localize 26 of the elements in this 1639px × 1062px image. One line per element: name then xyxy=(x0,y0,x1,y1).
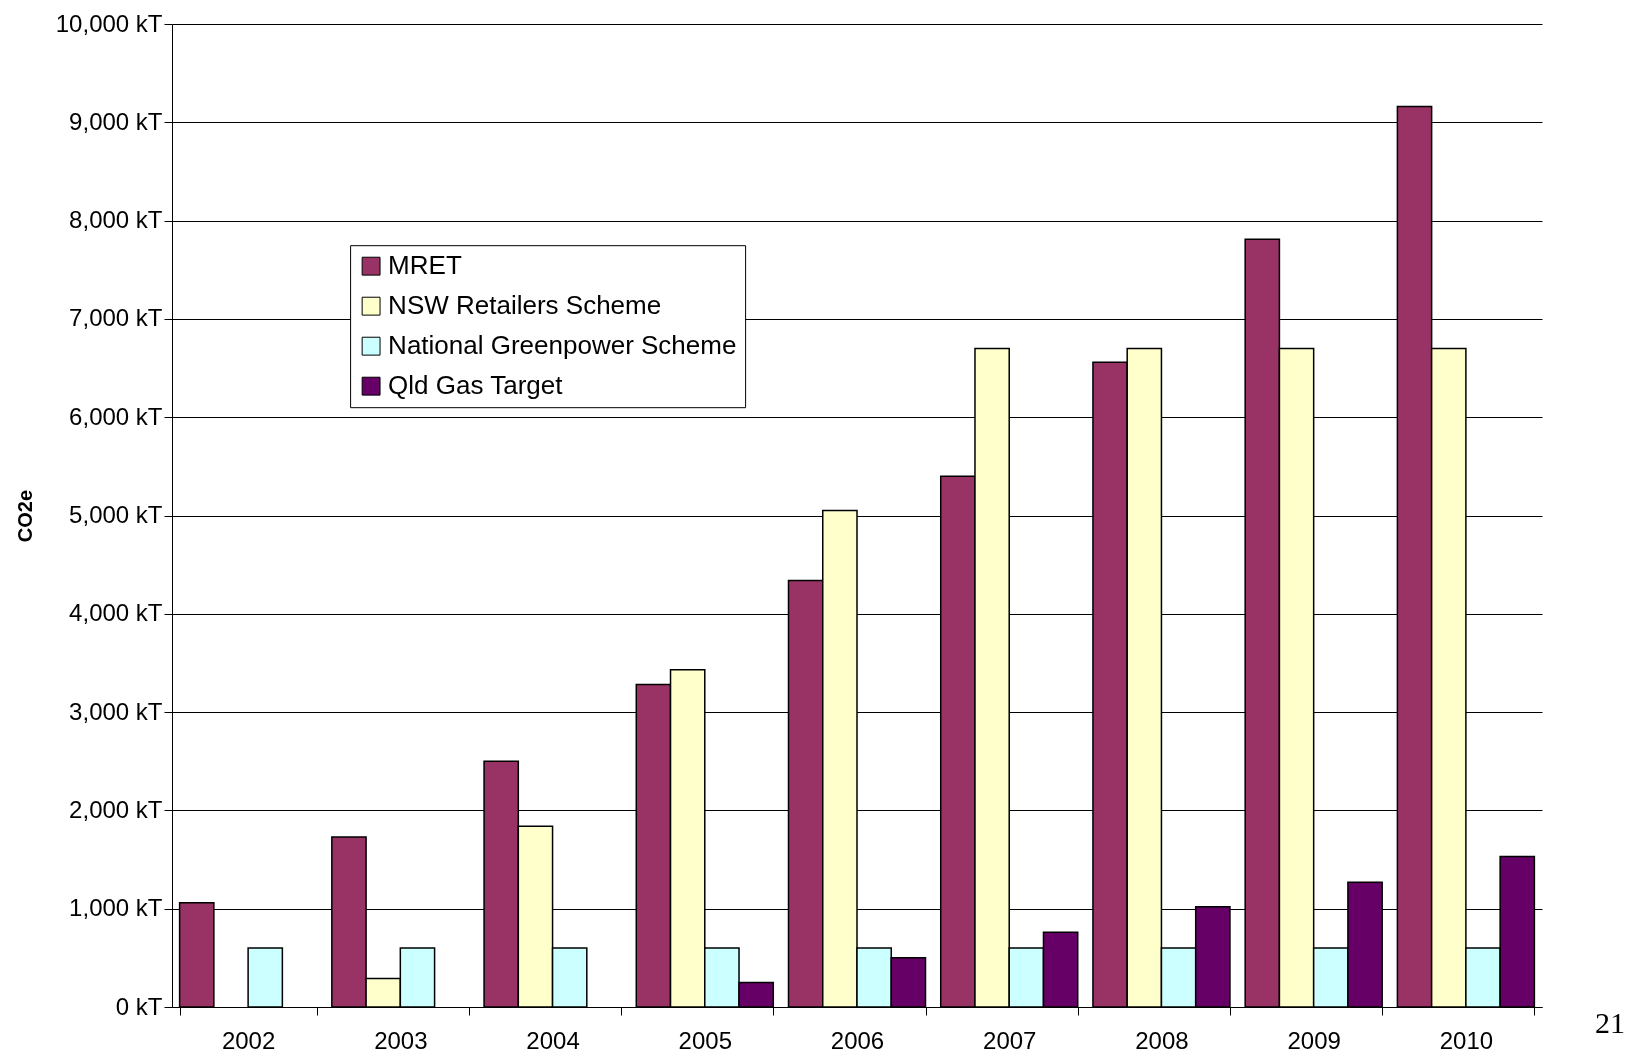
x-tick-label: 2008 xyxy=(1135,1026,1189,1054)
text: 21 xyxy=(1595,1006,1625,1040)
y-tick-label: 3,000 kT xyxy=(69,697,163,725)
y-tick-label: 7,000 kT xyxy=(69,304,163,332)
y-tick-label: 9,000 kT xyxy=(69,107,163,135)
y-tick-label: 5,000 kT xyxy=(69,501,163,528)
y-tick-label: 1,000 kT xyxy=(69,894,163,922)
x-tick-label: 2006 xyxy=(830,1026,885,1054)
y-tick-label: 10,000 kT xyxy=(55,9,163,37)
x-tick-label: 2005 xyxy=(678,1026,732,1054)
y-tick-label: 2,000 kT xyxy=(69,795,163,823)
x-tick-label: 2009 xyxy=(1287,1026,1341,1054)
y-tick-label: 6,000 kT xyxy=(69,402,163,430)
y-tick-label: 4,000 kT xyxy=(69,599,163,627)
x-tick-label: 2010 xyxy=(1439,1026,1494,1054)
x-tick-label: 2002 xyxy=(221,1026,276,1054)
y-axis-title: CO2e xyxy=(13,489,36,543)
legend-label: MRET xyxy=(388,250,462,281)
x-tick-label: 2007 xyxy=(983,1026,1037,1054)
y-tick-label: 0 kT xyxy=(115,992,163,1020)
legend-label: NSW Retailers Scheme xyxy=(388,290,662,321)
x-tick-label: 2004 xyxy=(526,1026,580,1054)
legend-label: National Greenpower Scheme xyxy=(388,330,737,361)
x-tick-label: 2003 xyxy=(374,1026,428,1054)
legend-label: Qld Gas Target xyxy=(388,370,564,401)
y-tick-label: 8,000 kT xyxy=(69,206,163,234)
